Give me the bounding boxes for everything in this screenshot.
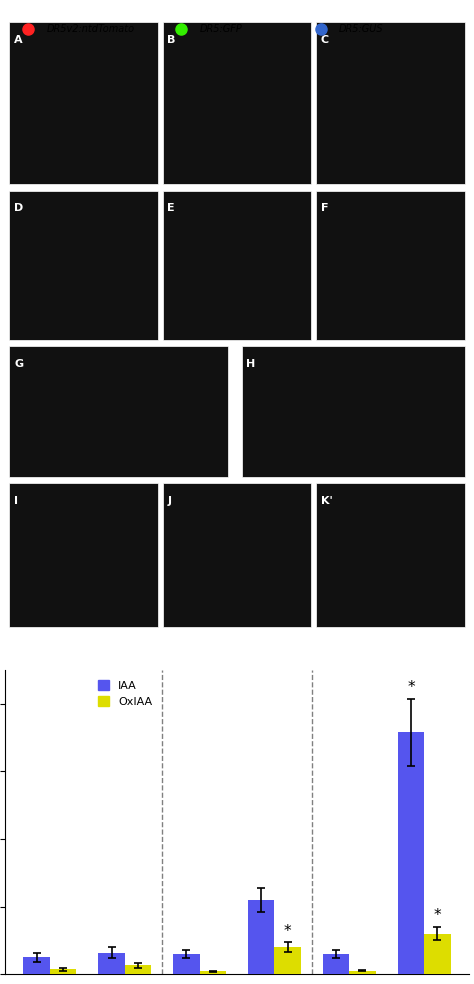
Bar (173, 953, 200, 974)
Text: E: E (167, 203, 175, 214)
Text: H: H (246, 359, 255, 369)
FancyBboxPatch shape (316, 23, 465, 184)
Bar (99, 953, 125, 974)
Bar (248, 899, 274, 974)
FancyBboxPatch shape (9, 191, 158, 340)
Text: A: A (14, 34, 23, 44)
Bar (274, 948, 301, 974)
FancyBboxPatch shape (9, 346, 228, 477)
Bar (398, 732, 424, 974)
Text: C: C (320, 34, 329, 44)
Text: DR5:GFP: DR5:GFP (200, 24, 243, 33)
Bar (424, 934, 450, 974)
Bar (125, 965, 151, 974)
Text: G: G (14, 359, 23, 369)
Text: DR5v2:ntdTomato: DR5v2:ntdTomato (46, 24, 135, 33)
Bar (24, 957, 50, 974)
Text: *: * (407, 680, 415, 695)
FancyBboxPatch shape (316, 191, 465, 340)
Text: F: F (320, 203, 328, 214)
FancyBboxPatch shape (163, 191, 311, 340)
FancyBboxPatch shape (316, 483, 465, 627)
Legend: IAA, OxIAA: IAA, OxIAA (94, 676, 157, 711)
Text: *: * (434, 908, 441, 924)
Bar (50, 969, 76, 974)
Bar (323, 953, 349, 974)
Bar (349, 971, 375, 974)
Bar (200, 971, 226, 974)
Text: B: B (167, 34, 176, 44)
FancyBboxPatch shape (9, 483, 158, 627)
Text: DR5:GUS: DR5:GUS (339, 24, 384, 33)
FancyBboxPatch shape (9, 23, 158, 184)
FancyBboxPatch shape (163, 483, 311, 627)
Text: J: J (167, 496, 171, 506)
Text: D: D (14, 203, 23, 214)
FancyBboxPatch shape (163, 23, 311, 184)
Text: K': K' (320, 496, 332, 506)
FancyBboxPatch shape (242, 346, 465, 477)
Text: *: * (284, 924, 292, 939)
Text: I: I (14, 496, 18, 506)
